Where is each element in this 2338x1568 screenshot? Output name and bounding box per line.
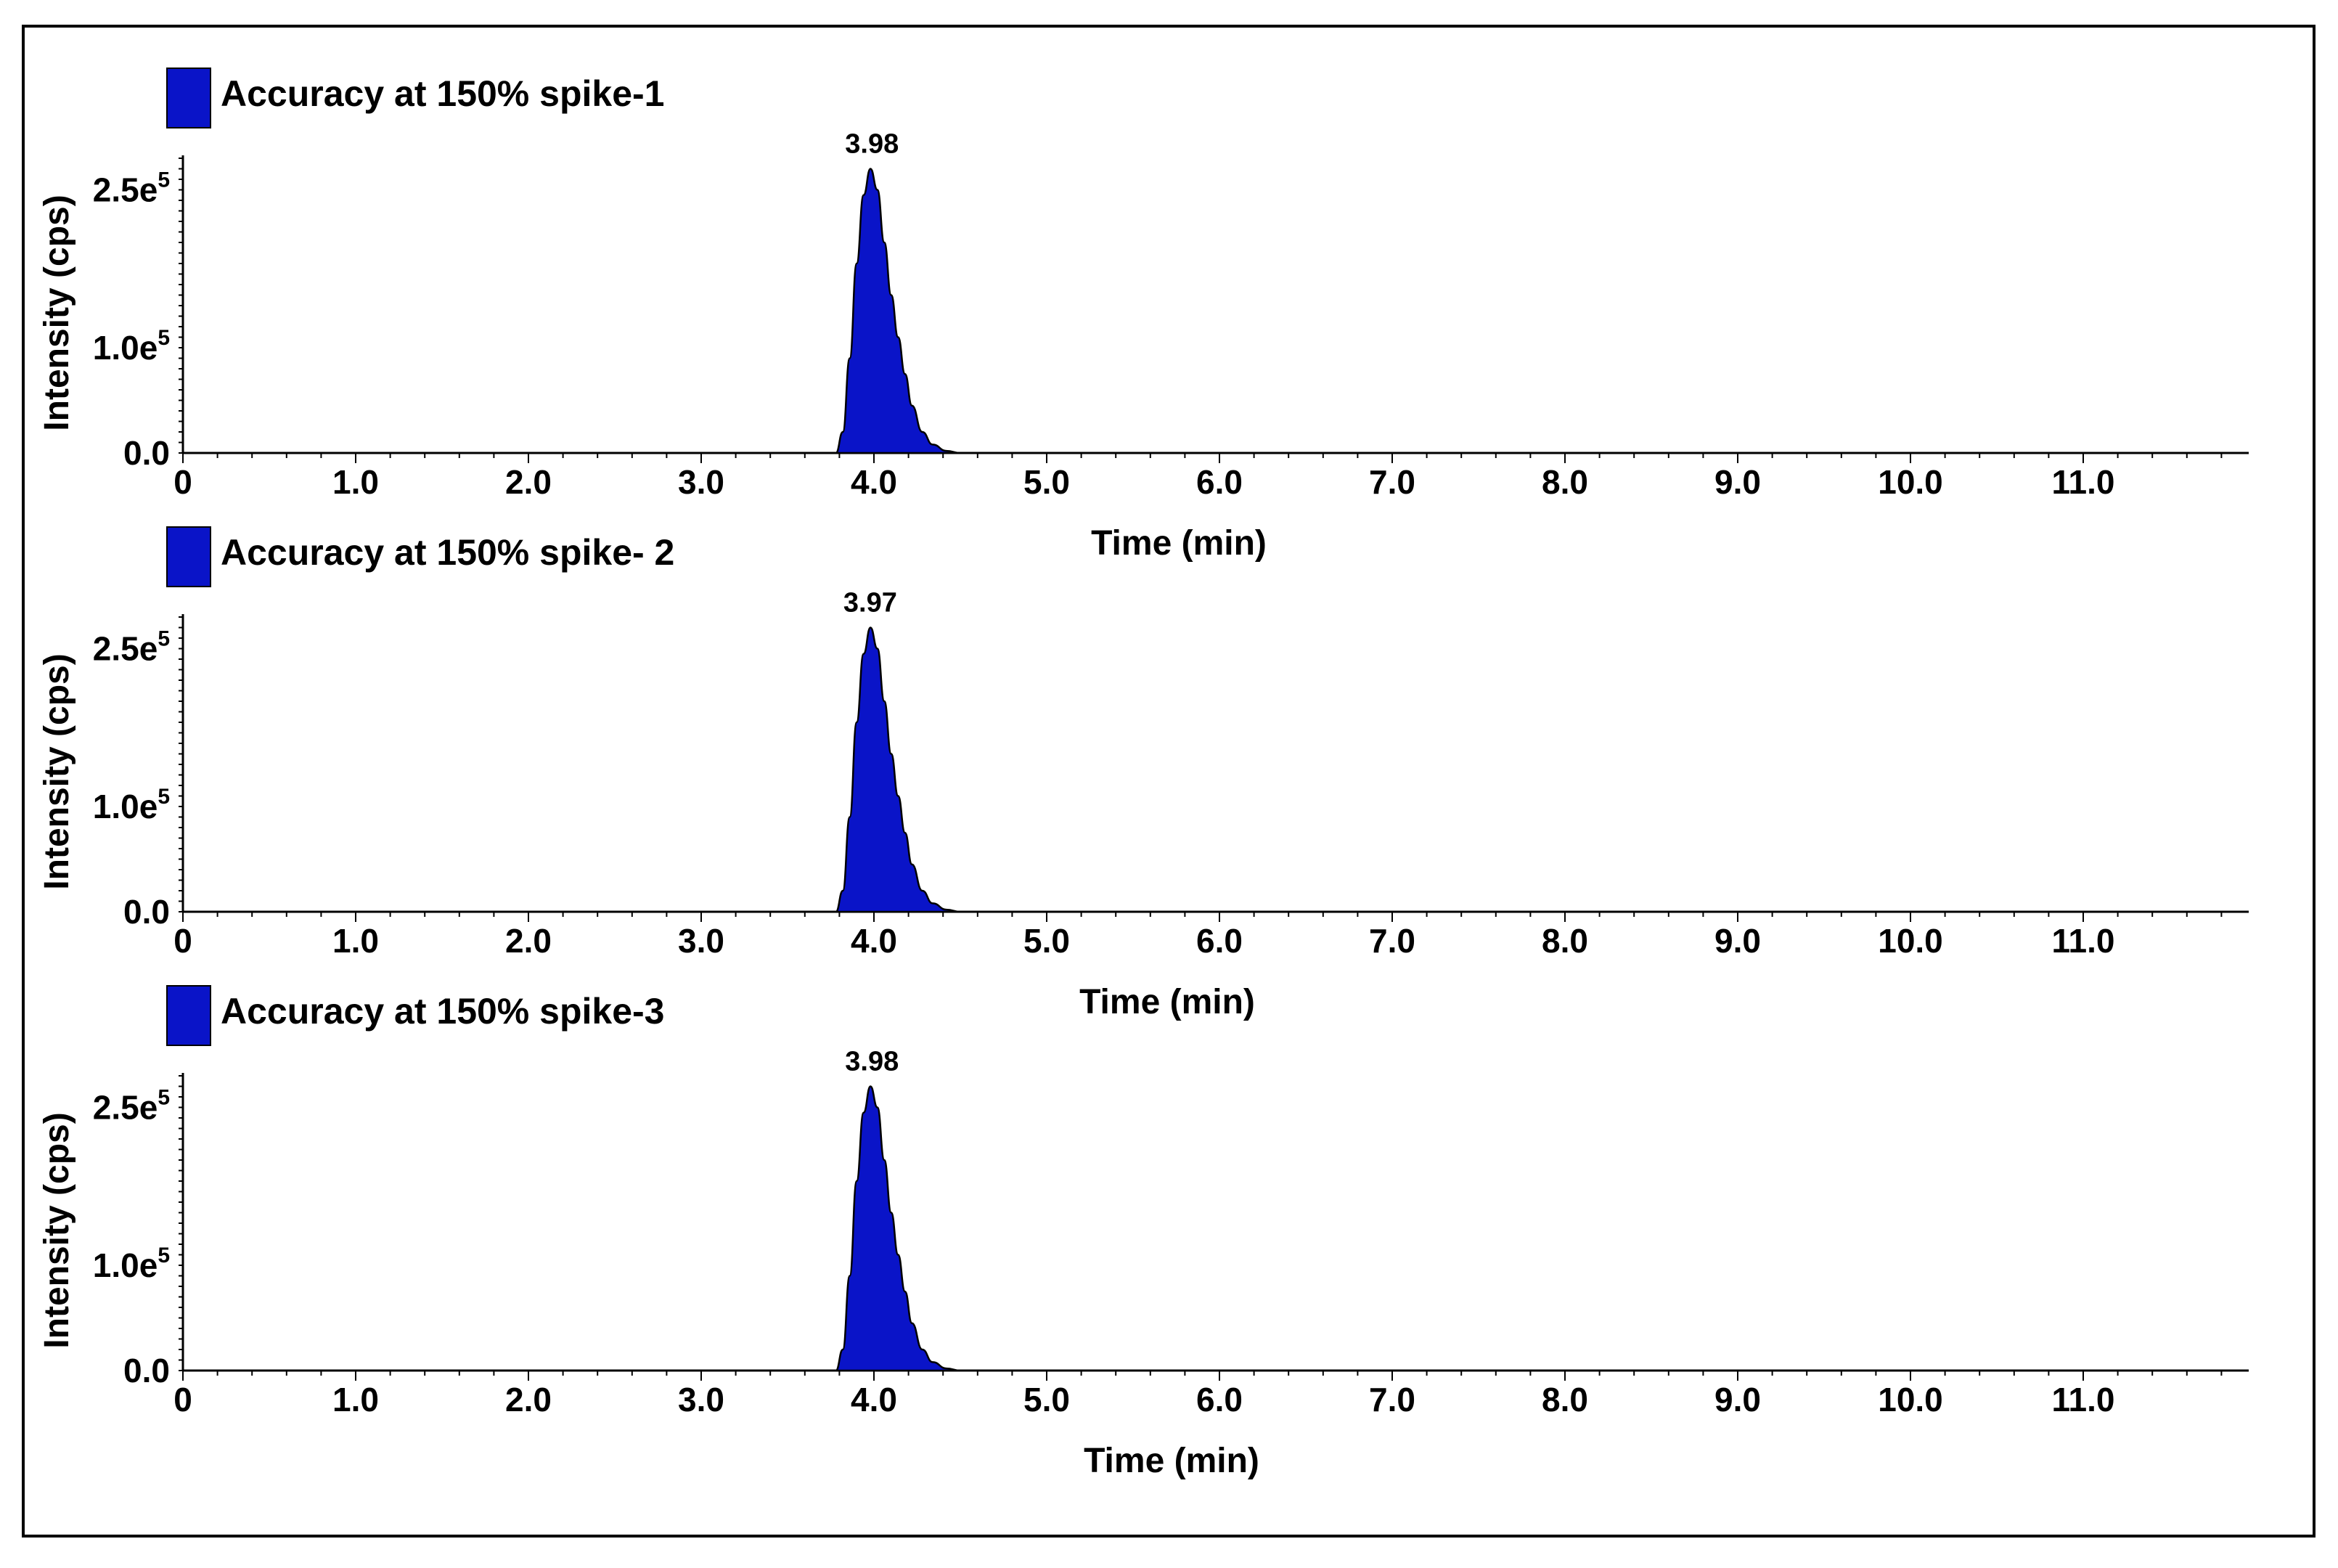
y-tick-label: 1.0e5 [93,326,170,367]
x-tick-label: 2.0 [505,922,552,960]
legend-swatch [166,526,211,587]
x-tick-label: 2.0 [505,1381,552,1418]
x-tick-label: 11.0 [2052,1381,2115,1418]
x-tick-label: 8.0 [1542,463,1588,501]
x-tick-label: 0 [173,463,192,501]
y-axis-title: Intensity (cps) [38,653,76,889]
y-axis-title: Intensity (cps) [38,195,76,430]
x-tick-label: 7.0 [1369,922,1415,960]
x-tick-label: 4.0 [851,1381,897,1418]
peak-label: 3.98 [845,1047,899,1077]
legend-label: Accuracy at 150% spike-1 [221,73,664,114]
legend-swatch [166,68,211,128]
x-tick-label: 3.0 [678,922,724,960]
x-tick-label: 1.0 [332,1381,379,1418]
chart-panel-1: 0 1.0 2.0 3.0 4.0 5.0 6.0 7.0 8.0 9.0 10.0 11.0 0.0 1… [38,68,2249,563]
legend-label: Accuracy at 150% spike- 2 [221,532,674,573]
chart-panel-2: 0 1.0 2.0 3.0 4.0 5.0 6.0 7.0 8.0 9.0 10.0 11.0 0.0 1… [38,526,2249,1021]
y-tick-label: 0.0 [123,893,170,931]
x-tick-label: 9.0 [1714,922,1761,960]
chart-panel-3: 0 1.0 2.0 3.0 4.0 5.0 6.0 7.0 8.0 9.0 10.0 11.0 0.0 1… [38,985,2249,1480]
x-axis-title: Time (min) [1084,1442,1259,1480]
x-tick-label: 10.0 [1878,1381,1943,1418]
x-tick-label: 9.0 [1714,1381,1761,1418]
x-tick-label: 8.0 [1542,1381,1588,1418]
x-tick-label: 3.0 [678,1381,724,1418]
legend-swatch [166,985,211,1046]
legend-label: Accuracy at 150% spike-3 [221,991,664,1032]
x-tick-label: 7.0 [1369,1381,1415,1418]
chromatogram-panels: 0 1.0 2.0 3.0 4.0 5.0 6.0 7.0 8.0 9.0 10.0 11.0 0.0 1… [38,68,2249,1480]
x-tick-label: 10.0 [1878,922,1943,960]
x-tick-label: 9.0 [1714,463,1761,501]
peak-area [835,1085,961,1372]
x-tick-label: 2.0 [505,463,552,501]
x-tick-label: 3.0 [678,463,724,501]
y-tick-label: 1.0e5 [93,1244,170,1284]
x-tick-label: 7.0 [1369,463,1415,501]
y-tick-label: 2.5e5 [93,168,170,209]
x-tick-label: 11.0 [2052,922,2115,960]
x-tick-label: 6.0 [1196,922,1243,960]
x-tick-label: 6.0 [1196,463,1243,501]
x-tick-label: 4.0 [851,922,897,960]
peak-label: 3.97 [843,588,897,618]
peak-label: 3.98 [845,129,899,160]
x-tick-label: 5.0 [1023,463,1070,501]
chromatogram-figure: 0 1.0 2.0 3.0 4.0 5.0 6.0 7.0 8.0 9.0 10.0 11.0 0.0 1… [22,25,2315,1538]
peak-area [835,626,961,913]
x-tick-label: 0 [173,922,192,960]
x-tick-label: 5.0 [1023,922,1070,960]
x-axis-title: Time (min) [1079,983,1255,1021]
y-tick-label: 1.0e5 [93,785,170,825]
y-axis-title: Intensity (cps) [38,1112,76,1348]
x-tick-label: 5.0 [1023,1381,1070,1418]
x-tick-label: 1.0 [332,463,379,501]
y-tick-label: 0.0 [123,1352,170,1389]
y-tick-label: 2.5e5 [93,627,170,668]
y-tick-label: 2.5e5 [93,1086,170,1127]
y-tick-label: 0.0 [123,434,170,472]
x-tick-label: 11.0 [2052,463,2115,501]
x-tick-label: 4.0 [851,463,897,501]
x-tick-label: 8.0 [1542,922,1588,960]
x-tick-label: 10.0 [1878,463,1943,501]
peak-area [835,168,961,454]
x-tick-label: 6.0 [1196,1381,1243,1418]
x-axis-title: Time (min) [1091,524,1267,563]
x-tick-label: 0 [173,1381,192,1418]
x-tick-label: 1.0 [332,922,379,960]
